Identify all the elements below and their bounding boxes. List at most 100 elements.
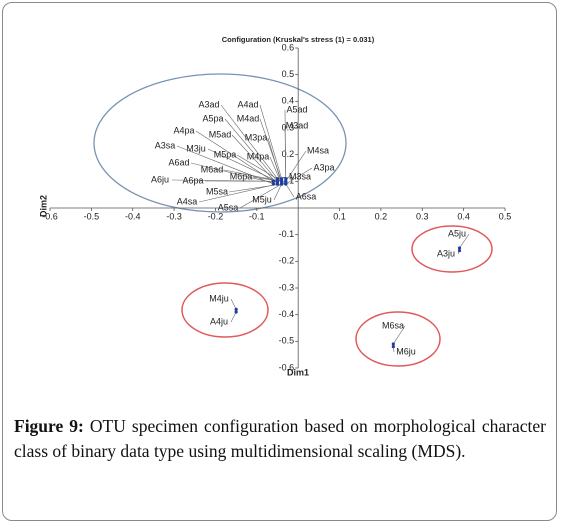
leader-line [198, 183, 278, 203]
leader-line [284, 125, 287, 182]
y-tick-label: -0.1 [279, 229, 295, 239]
y-tick-label: -0.3 [279, 282, 295, 292]
point-label: A3ad [198, 99, 219, 109]
point [284, 179, 288, 183]
point-label: M5ad [209, 129, 232, 139]
caption: Figure 9: OTU specimen configuration bas… [14, 414, 546, 464]
point [271, 182, 275, 186]
group-circle [355, 311, 441, 367]
leader-line [269, 156, 282, 185]
x-tick-label: -0.4 [125, 211, 141, 221]
caption-text: OTU specimen configuration based on morp… [14, 416, 546, 461]
x-tick-label: 0.1 [333, 211, 346, 221]
point-label: M3ad [286, 120, 309, 130]
group-circle [411, 225, 493, 273]
point-label: A5sa [218, 202, 239, 212]
point-label: A6pa [182, 175, 203, 185]
x-tick-label: -0.5 [84, 211, 100, 221]
group-circle [181, 282, 269, 338]
point-label: A4ad [237, 99, 258, 109]
point [457, 246, 462, 250]
point-label: M6pa [230, 171, 253, 181]
leader-line [230, 298, 237, 310]
point [271, 179, 275, 183]
leader-line [224, 118, 278, 182]
y-tick-label: 0.1 [282, 176, 295, 186]
point-label: M3pa [245, 132, 268, 142]
caption-label: Figure 9: [14, 416, 84, 436]
leader-line [273, 183, 282, 201]
point [275, 179, 280, 183]
point [280, 177, 284, 181]
y-tick-label: -0.6 [279, 362, 295, 372]
point-label: A4sa [177, 196, 198, 206]
point-label: A6sa [296, 191, 317, 201]
point-label: A3sa [155, 140, 176, 150]
figure-frame [2, 2, 557, 521]
point-label: M6sa [382, 320, 404, 330]
chart-title: Configuration (Kruskal's stress (1) = 0.… [222, 35, 375, 44]
point-label: A6ju [151, 174, 169, 184]
chart: Configuration (Kruskal's stress (1) = 0.… [38, 35, 512, 377]
y-tick-label: 0.5 [282, 69, 295, 79]
point [391, 345, 395, 349]
x-tick-label: 0.5 [499, 211, 512, 221]
y-tick-label: 0.4 [282, 96, 295, 106]
point-label: A5ad [286, 104, 307, 114]
point [280, 182, 284, 186]
point-label: A3pa [313, 162, 334, 172]
leader-line [393, 325, 406, 345]
point-label: M4ad [237, 113, 260, 123]
point-label: A3ju [437, 248, 455, 258]
leader-line [459, 233, 470, 249]
point [284, 182, 288, 186]
x-tick-label: 0.2 [375, 211, 388, 221]
point [457, 249, 462, 253]
y-tick-label: -0.2 [279, 256, 295, 266]
x-tick-label: -0.6 [42, 211, 58, 221]
y-tick-label: 0.6 [282, 42, 295, 52]
leader-line [190, 162, 278, 185]
point [284, 177, 288, 181]
leader-line [230, 311, 237, 323]
point-label: M6ju [396, 346, 416, 356]
point [275, 182, 280, 186]
leader-line [259, 104, 282, 179]
leader-line [220, 104, 278, 179]
point-label: M3ju [186, 143, 206, 153]
leader-line [231, 134, 278, 185]
leader-line [239, 183, 282, 209]
leader-line [195, 130, 274, 182]
cluster-ellipse [93, 73, 347, 213]
point [391, 342, 395, 346]
point-label: A5pa [202, 113, 223, 123]
leader-line [259, 118, 282, 182]
leader-line [207, 148, 278, 182]
y-tick-label: 0.2 [282, 149, 295, 159]
point [275, 177, 280, 181]
x-tick-label: 0.4 [457, 211, 470, 221]
x-tick-label: -0.2 [208, 211, 224, 221]
point-label: M5pa [214, 149, 237, 159]
y-axis-title: Dim2 [38, 195, 48, 217]
leader-line [285, 183, 295, 198]
leader-line [223, 169, 282, 182]
point [234, 310, 238, 314]
leader-line [236, 154, 282, 182]
point [234, 307, 238, 311]
y-tick-label: -0.5 [279, 336, 295, 346]
leader-line [285, 167, 313, 185]
point-label: M4ju [209, 293, 229, 303]
point [280, 179, 284, 183]
x-tick-label: -0.3 [166, 211, 182, 221]
y-tick-label: -0.4 [279, 309, 295, 319]
point-label: A4ju [210, 316, 228, 326]
point-label: M3sa [289, 171, 311, 181]
point-label: A6ad [168, 157, 189, 167]
leader-line [267, 137, 282, 185]
point-label: M6ad [201, 164, 224, 174]
point-label: M5ju [252, 194, 272, 204]
y-tick-label: 0.3 [282, 122, 295, 132]
point-label: A4pa [173, 125, 194, 135]
